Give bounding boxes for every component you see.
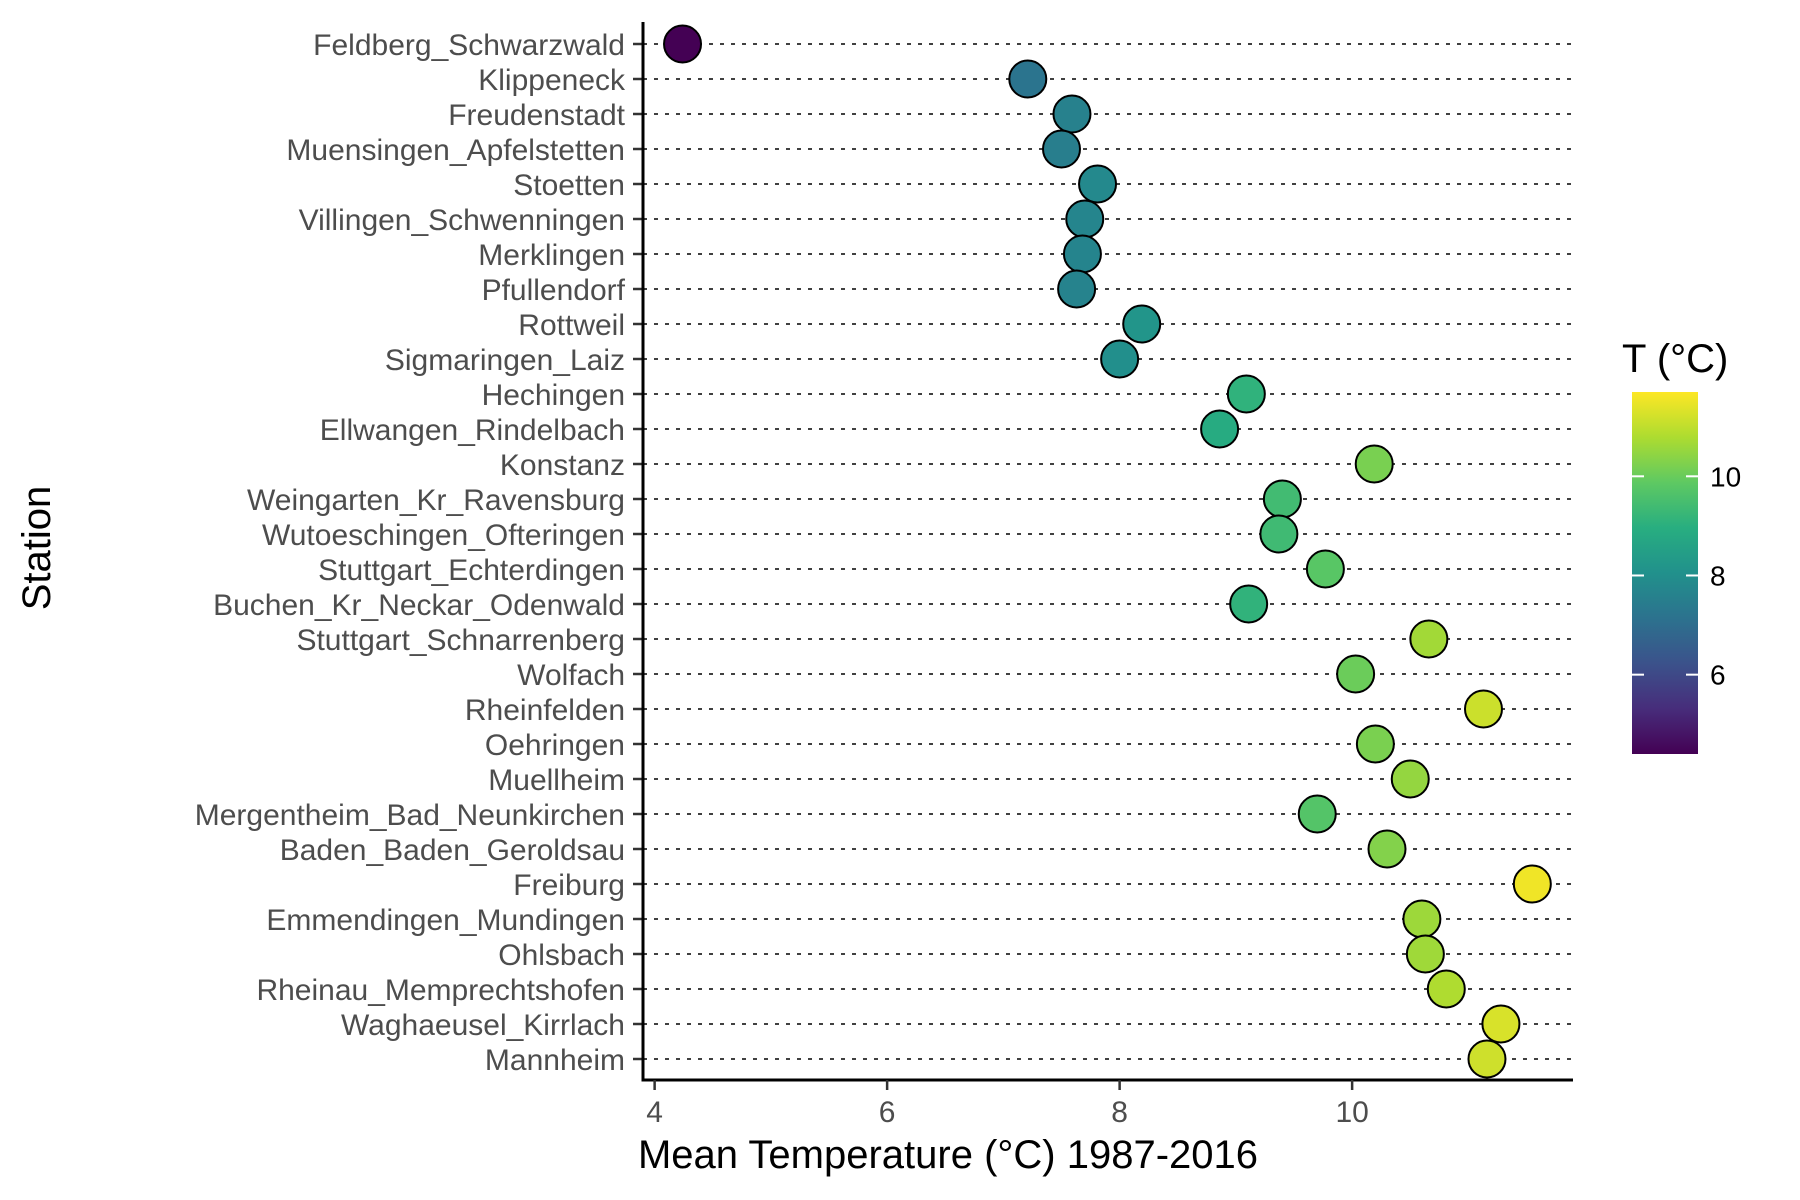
y-tick-label: Muensingen_Apfelstetten <box>286 134 625 167</box>
data-point <box>1467 1039 1507 1079</box>
y-tick-label: Freudenstadt <box>448 99 625 132</box>
y-tick-label: Stuttgart_Schnarrenberg <box>296 624 625 657</box>
gridlines <box>643 43 1573 1060</box>
data-point <box>1297 794 1337 834</box>
data-point <box>1200 409 1240 449</box>
y-tick-label: Rheinau_Memprechtshofen <box>256 974 625 1007</box>
x-tick-label: 6 <box>879 1096 896 1129</box>
data-point <box>1229 584 1269 624</box>
legend: T (°C) 6 8 10 <box>1622 337 1741 754</box>
data-point <box>1052 94 1092 134</box>
data-point <box>1463 689 1503 729</box>
y-tick-label: Rottweil <box>518 309 625 342</box>
data-points <box>663 24 1552 1079</box>
data-point <box>1481 1004 1521 1044</box>
data-point <box>1122 304 1162 344</box>
y-tick-label: Freiburg <box>513 869 625 902</box>
y-tick-label: Rheinfelden <box>465 694 625 727</box>
y-tick-label: Oehringen <box>485 729 625 762</box>
y-tick-label: Waghaeusel_Kirrlach <box>341 1009 625 1042</box>
x-tick-label: 10 <box>1335 1096 1368 1129</box>
y-tick-label: Feldberg_Schwarzwald <box>313 29 625 62</box>
data-point <box>1426 969 1466 1009</box>
y-tick-label: Baden_Baden_Geroldsau <box>280 834 625 867</box>
data-point <box>1305 549 1345 589</box>
y-tick-label: Villingen_Schwenningen <box>299 204 625 237</box>
y-tick-label: Konstanz <box>500 449 625 482</box>
data-point <box>1078 164 1118 204</box>
data-point <box>1259 514 1299 554</box>
y-tick-label: Emmendingen_Mundingen <box>266 904 625 937</box>
x-axis-title: Mean Temperature (°C) 1987-2016 <box>638 1133 1258 1177</box>
data-point <box>1226 374 1266 414</box>
x-tick-label: 4 <box>646 1096 663 1129</box>
legend-title: T (°C) <box>1622 337 1728 381</box>
data-point <box>1405 934 1445 974</box>
colorbar-tick-label: 10 <box>1710 461 1741 492</box>
data-point <box>1057 269 1097 309</box>
colorbar-tick-label: 6 <box>1710 660 1726 691</box>
y-tick-label: Mergentheim_Bad_Neunkirchen <box>195 799 625 832</box>
axes <box>633 22 1573 1090</box>
y-tick-labels: Feldberg_SchwarzwaldKlippeneckFreudensta… <box>195 29 626 1077</box>
x-tick-labels: 4 6 8 10 <box>646 1096 1369 1129</box>
y-tick-label: Klippeneck <box>478 64 626 97</box>
y-tick-label: Wolfach <box>517 659 625 692</box>
y-tick-label: Ohlsbach <box>498 939 625 972</box>
y-tick-label: Ellwangen_Rindelbach <box>320 414 625 447</box>
data-point <box>1100 339 1140 379</box>
data-point <box>1042 129 1081 169</box>
y-tick-label: Wutoeschingen_Ofteringen <box>262 519 625 552</box>
data-point <box>1409 619 1449 659</box>
data-point <box>1354 444 1394 484</box>
x-tick-label: 8 <box>1111 1096 1128 1129</box>
y-tick-label: Merklingen <box>478 239 625 272</box>
y-tick-label: Stoetten <box>513 169 625 202</box>
data-point <box>1390 759 1430 799</box>
data-point <box>1512 864 1552 904</box>
y-tick-label: Hechingen <box>482 379 625 412</box>
colorbar-tick-label: 8 <box>1710 560 1726 591</box>
y-tick-label: Stuttgart_Echterdingen <box>318 554 625 587</box>
data-point <box>1355 724 1395 764</box>
y-tick-label: Muellheim <box>488 764 625 797</box>
y-axis-title: Station <box>15 486 59 611</box>
data-point <box>1367 829 1407 869</box>
data-point <box>1402 899 1442 939</box>
data-point <box>1062 234 1102 274</box>
colorbar-ticks: 6 8 10 <box>1632 461 1741 691</box>
data-point <box>1065 199 1105 239</box>
data-point <box>1262 479 1302 519</box>
y-tick-label: Sigmaringen_Laiz <box>385 344 625 377</box>
y-tick-label: Mannheim <box>485 1044 625 1077</box>
y-tick-label: Weingarten_Kr_Ravensburg <box>247 484 625 517</box>
data-point <box>1008 59 1048 99</box>
y-tick-label: Buchen_Kr_Neckar_Odenwald <box>213 589 625 622</box>
y-tick-label: Pfullendorf <box>482 274 626 307</box>
data-point <box>1336 654 1376 694</box>
data-point <box>663 24 703 64</box>
colorbar <box>1632 392 1698 754</box>
